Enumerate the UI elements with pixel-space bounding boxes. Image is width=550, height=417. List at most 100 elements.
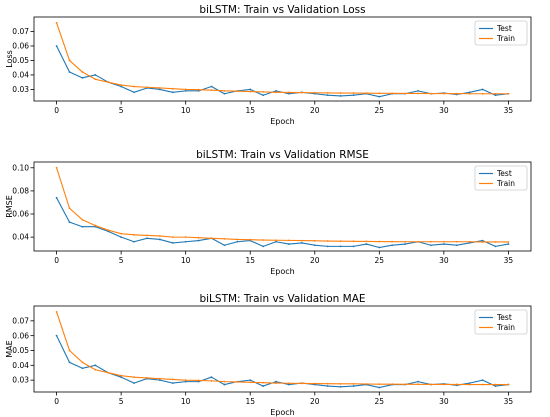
y-tick-label: 0.05 bbox=[12, 56, 29, 65]
data-point-test bbox=[223, 244, 226, 247]
data-point-test bbox=[68, 361, 71, 364]
data-point-test bbox=[417, 380, 419, 383]
data-point-train bbox=[468, 383, 471, 386]
data-point-train bbox=[107, 229, 110, 232]
data-point-train bbox=[133, 233, 135, 236]
data-point-train bbox=[262, 239, 265, 241]
data-point-train bbox=[391, 92, 394, 95]
data-point-test bbox=[184, 240, 187, 243]
x-axis-label: Epoch bbox=[270, 408, 295, 417]
subplot-3: biLSTM: Train vs Validation MAE 0 5 10 15 20 2… bbox=[5, 293, 532, 417]
data-point-train bbox=[339, 382, 342, 385]
data-point-train bbox=[494, 383, 497, 386]
y-tick-label: 0.08 bbox=[12, 186, 29, 195]
data-point-train bbox=[107, 81, 110, 84]
x-tick-label: 5 bbox=[119, 106, 124, 115]
data-point-test bbox=[300, 242, 303, 244]
data-point-train bbox=[442, 240, 445, 243]
data-point-train bbox=[94, 368, 97, 371]
data-point-train bbox=[210, 89, 213, 92]
data-point-train bbox=[197, 379, 200, 382]
data-point-train bbox=[507, 383, 510, 386]
data-point-test bbox=[184, 89, 187, 92]
data-point-test bbox=[339, 95, 342, 97]
series-line-train bbox=[56, 167, 509, 243]
data-point-test bbox=[326, 94, 329, 97]
y-tick-label: 0.06 bbox=[12, 331, 29, 340]
legend-label-train: Train bbox=[496, 323, 515, 332]
data-point-test bbox=[275, 380, 277, 383]
data-point-train bbox=[288, 91, 290, 94]
x-tick-label: 15 bbox=[245, 256, 255, 265]
data-point-train bbox=[120, 374, 123, 377]
data-point-test bbox=[339, 245, 342, 248]
y-axis-label: RMSE bbox=[5, 195, 14, 218]
series-line-test bbox=[56, 45, 509, 98]
data-point-train bbox=[81, 218, 84, 221]
data-point-train bbox=[417, 383, 419, 386]
data-point-test bbox=[365, 243, 368, 245]
data-point-test bbox=[378, 386, 381, 389]
data-point-train bbox=[442, 92, 445, 95]
data-point-test bbox=[171, 91, 174, 94]
data-point-train bbox=[133, 376, 135, 379]
plot-frame bbox=[33, 305, 532, 393]
data-point-train bbox=[81, 71, 84, 73]
data-point-train bbox=[365, 92, 368, 95]
data-point-test bbox=[223, 92, 226, 95]
data-point-train bbox=[442, 383, 445, 386]
data-point-test bbox=[417, 89, 419, 92]
y-tick-label: 0.04 bbox=[12, 233, 29, 242]
x-tick-label: 10 bbox=[181, 256, 191, 265]
y-tick-label: 0.04 bbox=[12, 71, 29, 80]
data-point-train bbox=[326, 382, 329, 385]
data-point-test bbox=[455, 244, 458, 247]
data-point-train bbox=[300, 239, 303, 242]
data-point-train bbox=[494, 241, 497, 243]
data-point-test bbox=[249, 379, 252, 382]
data-point-test bbox=[494, 245, 497, 248]
data-point-test bbox=[326, 385, 329, 387]
data-point-train bbox=[120, 84, 123, 86]
data-point-test bbox=[468, 91, 471, 94]
x-tick-label: 30 bbox=[439, 256, 449, 265]
data-point-train bbox=[417, 240, 419, 243]
data-point-train bbox=[223, 380, 226, 383]
data-point-train bbox=[378, 383, 381, 386]
data-point-train bbox=[55, 311, 58, 313]
data-point-test bbox=[468, 382, 471, 385]
data-point-test bbox=[262, 245, 265, 248]
data-point-test bbox=[94, 364, 97, 367]
data-point-test bbox=[55, 45, 58, 47]
chart-title: biLSTM: Train vs Validation MAE bbox=[199, 293, 365, 305]
x-tick-label: 25 bbox=[375, 397, 385, 406]
y-tick-label: 0.03 bbox=[12, 376, 29, 385]
data-point-test bbox=[158, 379, 161, 382]
data-point-test bbox=[55, 334, 58, 337]
data-point-train bbox=[481, 241, 484, 243]
data-point-test bbox=[481, 239, 484, 242]
chart-title: biLSTM: Train vs Validation RMSE bbox=[196, 149, 369, 161]
data-point-train bbox=[262, 90, 265, 93]
data-point-test bbox=[158, 88, 161, 91]
data-point-test bbox=[120, 236, 123, 239]
x-axis-label: Epoch bbox=[270, 267, 295, 276]
series-line-train bbox=[56, 311, 509, 386]
x-tick-label: 5 bbox=[119, 256, 124, 265]
data-point-train bbox=[365, 383, 368, 385]
x-tick-label: 10 bbox=[181, 106, 191, 115]
x-tick-label: 30 bbox=[439, 397, 449, 406]
data-point-train bbox=[223, 89, 226, 92]
x-tick-label: 35 bbox=[504, 397, 514, 406]
data-point-test bbox=[133, 240, 135, 243]
data-point-train bbox=[275, 239, 277, 242]
data-point-train bbox=[197, 236, 200, 239]
chart-title: biLSTM: Train vs Validation Loss bbox=[199, 4, 365, 16]
data-point-test bbox=[275, 89, 277, 92]
data-point-test bbox=[120, 85, 123, 88]
x-tick-label: 20 bbox=[310, 256, 320, 265]
data-point-train bbox=[288, 239, 290, 242]
data-point-test bbox=[223, 383, 226, 386]
data-point-test bbox=[171, 242, 174, 244]
data-point-train bbox=[197, 88, 200, 91]
